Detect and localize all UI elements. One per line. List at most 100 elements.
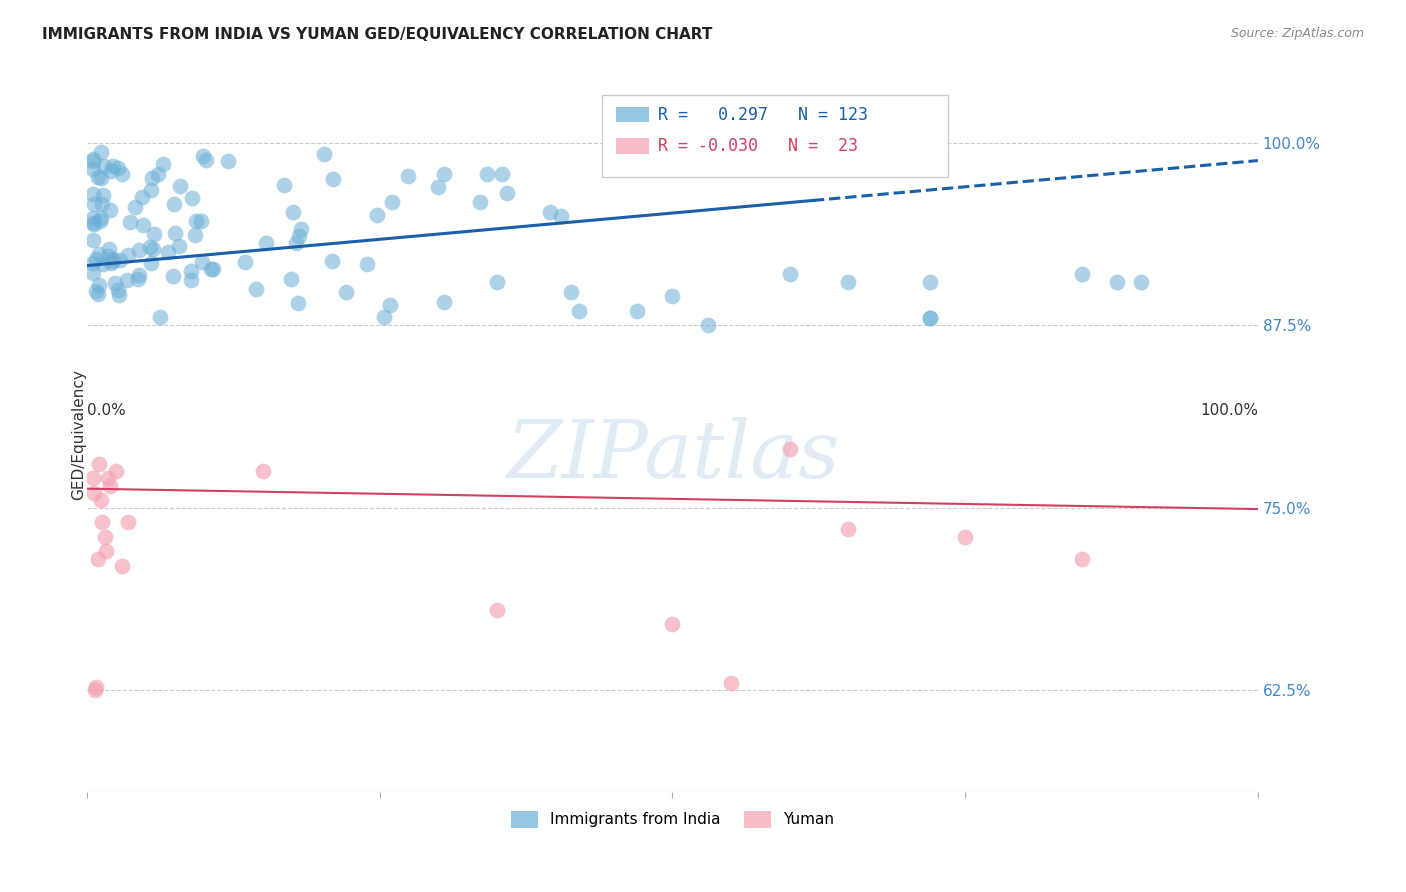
Point (356, 257, 378, 271)
Point (568, 303, 591, 318)
Point (91, 257, 114, 271)
Point (82, 162, 104, 177)
Point (190, 255, 212, 269)
Point (180, 272, 202, 286)
Point (101, 252, 124, 267)
Text: R = -0.030   N =  23: R = -0.030 N = 23 (658, 137, 859, 155)
Point (90, 171, 112, 186)
Point (90, 145, 112, 160)
Point (82, 266, 104, 280)
Point (485, 603, 508, 617)
Point (91, 188, 114, 202)
FancyBboxPatch shape (616, 138, 650, 154)
Point (696, 318, 718, 333)
Point (141, 256, 163, 270)
Point (90, 211, 112, 225)
Point (83, 486, 105, 500)
Point (97, 248, 120, 262)
Point (82, 154, 104, 169)
Point (101, 159, 124, 173)
Point (477, 167, 499, 181)
Point (245, 282, 267, 296)
Point (84, 252, 107, 266)
Point (1071, 551, 1094, 566)
Point (82, 152, 104, 166)
Point (373, 310, 395, 325)
Text: ZIPatlas: ZIPatlas (506, 417, 839, 495)
Point (100, 479, 122, 493)
Point (118, 215, 141, 229)
Point (90, 493, 112, 508)
Point (194, 153, 217, 167)
Point (98, 243, 121, 257)
Point (191, 149, 214, 163)
Point (287, 229, 309, 244)
Point (87, 286, 110, 301)
Point (94, 544, 117, 558)
Point (953, 530, 976, 544)
Point (97, 471, 120, 485)
Point (89, 213, 111, 227)
Point (87, 457, 110, 471)
Point (103, 254, 125, 268)
Point (108, 288, 131, 302)
Point (84, 284, 107, 298)
Point (200, 262, 222, 277)
Point (84, 682, 107, 697)
Point (280, 272, 302, 286)
Point (100, 163, 122, 178)
Point (433, 294, 456, 309)
Point (91, 196, 114, 211)
Point (127, 271, 149, 285)
Point (186, 214, 208, 228)
Point (284, 236, 307, 251)
Point (83, 197, 105, 211)
Point (312, 147, 335, 161)
Point (918, 275, 941, 289)
Text: R =   0.297   N = 123: R = 0.297 N = 123 (658, 105, 869, 124)
Point (82, 216, 104, 230)
Point (1107, 275, 1129, 289)
Point (100, 256, 122, 270)
Point (165, 226, 187, 240)
Point (661, 617, 683, 632)
Point (485, 275, 508, 289)
Point (468, 194, 491, 209)
Point (918, 311, 941, 326)
Point (98, 202, 121, 217)
Point (190, 214, 212, 228)
Point (273, 178, 295, 193)
Y-axis label: GED/Equivalency: GED/Equivalency (72, 369, 86, 500)
Point (157, 245, 180, 260)
Point (131, 218, 153, 232)
Point (87, 247, 110, 261)
Point (86, 169, 108, 184)
Point (82, 186, 104, 201)
Point (290, 222, 312, 236)
Point (152, 157, 174, 171)
Point (82, 211, 104, 225)
Point (91, 515, 114, 529)
Point (141, 171, 163, 186)
Point (82, 233, 104, 247)
Point (426, 180, 449, 194)
Point (560, 285, 582, 300)
Point (146, 167, 169, 181)
Point (720, 675, 742, 690)
Point (322, 172, 344, 186)
Point (139, 240, 162, 254)
Point (86, 551, 108, 566)
Point (115, 273, 138, 287)
Point (169, 179, 191, 194)
Point (626, 303, 648, 318)
Point (107, 283, 129, 297)
Point (111, 558, 134, 573)
Point (538, 205, 561, 219)
Point (142, 227, 165, 241)
Point (82, 471, 104, 485)
Point (380, 195, 402, 210)
Point (779, 442, 801, 457)
Point (117, 515, 139, 529)
Point (495, 186, 517, 200)
Point (93, 530, 115, 544)
